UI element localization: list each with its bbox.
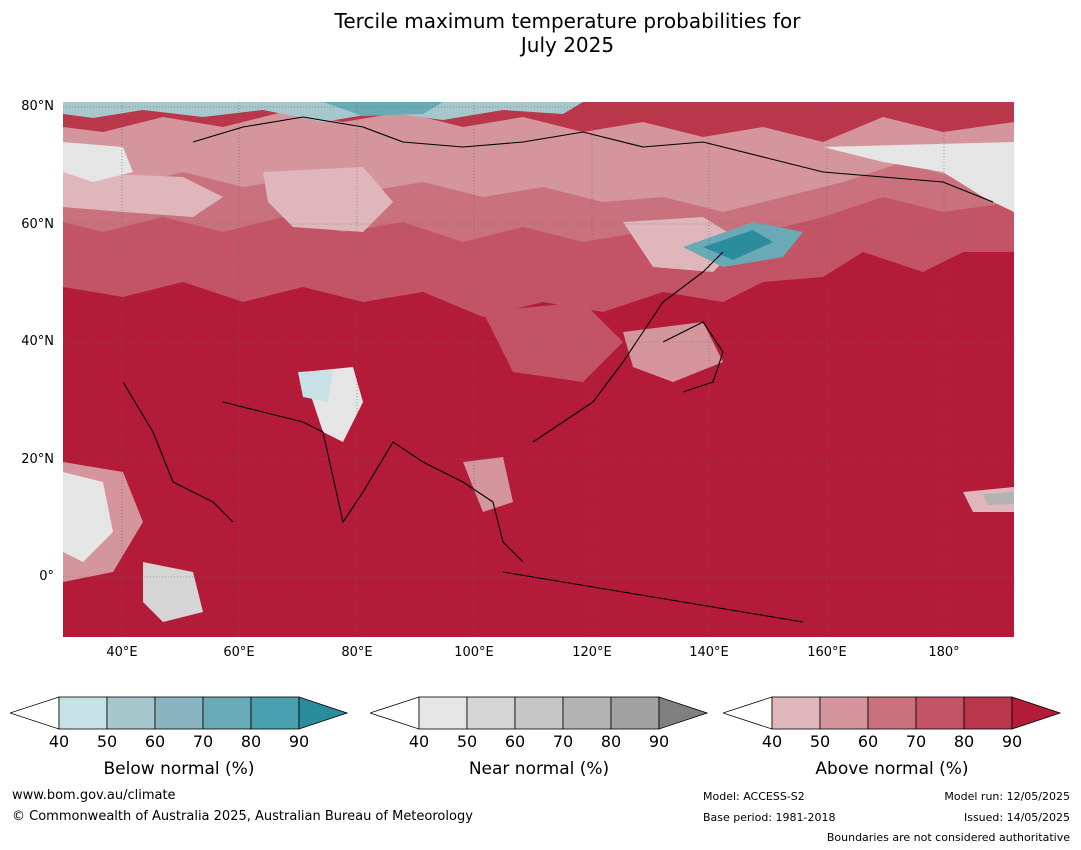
lon-label-60e: 60°E: [223, 645, 255, 660]
colorbar-near-normal: [370, 696, 708, 730]
tick: 50: [809, 732, 831, 751]
region-above-50-europe: [63, 172, 223, 217]
cbar-above-under: [723, 696, 773, 730]
cbar-near-seg-5: [610, 696, 660, 730]
cbar-near-over: [658, 696, 708, 730]
cbar-near-seg-1: [418, 696, 468, 730]
lon-label-140e: 140°E: [689, 645, 729, 660]
lat-label-60n: 60°N: [21, 217, 54, 232]
cbar-near-seg-2: [466, 696, 516, 730]
cbar-below-seg-3: [154, 696, 204, 730]
cbar-above-over: [1011, 696, 1061, 730]
lat-label-80n: 80°N: [21, 99, 54, 114]
tick: 80: [600, 732, 622, 751]
cbar-below-seg-2: [106, 696, 156, 730]
website-link[interactable]: www.bom.gov.au/climate: [12, 788, 176, 803]
colorbar-near-title: Near normal (%): [468, 759, 610, 779]
tick: 60: [857, 732, 879, 751]
cbar-near-seg-4: [562, 696, 612, 730]
region-above-50-west-siberia: [263, 167, 393, 232]
tick: 60: [144, 732, 166, 751]
tick: 80: [953, 732, 975, 751]
lon-label-100e: 100°E: [454, 645, 494, 660]
region-near-normal-pacific: [983, 492, 1014, 505]
lon-label-160e: 160°E: [807, 645, 847, 660]
cbar-below-under: [10, 696, 60, 730]
cbar-above-seg-3: [867, 696, 917, 730]
tick: 70: [192, 732, 214, 751]
lon-label-40e: 40°E: [106, 645, 138, 660]
region-above-60-indochina: [463, 457, 513, 512]
disclaimer-text: Boundaries are not considered authoritat…: [826, 831, 1070, 844]
region-above-60-korea-japan: [623, 322, 723, 382]
copyright-text: © Commonwealth of Australia 2025, Austra…: [12, 809, 473, 824]
lon-label-180: 180°: [928, 645, 960, 660]
coastlines: [122, 116, 994, 623]
cbar-above-seg-5: [963, 696, 1013, 730]
lat-label-0: 0°: [39, 569, 54, 584]
probability-map: [63, 102, 1014, 637]
map-canvas: [63, 102, 1014, 637]
region-below-90-okhotsk: [703, 230, 773, 260]
region-near-normal-indian-ocean: [143, 562, 203, 622]
colorbar-above-title: Above normal (%): [815, 759, 969, 779]
cbar-above-seg-1: [771, 696, 821, 730]
tick: 50: [456, 732, 478, 751]
tick: 90: [648, 732, 670, 751]
tick: 60: [504, 732, 526, 751]
colorbar-above-normal: [723, 696, 1061, 730]
tick: 40: [408, 732, 430, 751]
colorbar-below-normal: [10, 696, 348, 730]
map-title: Tercile maximum temperature probabilitie…: [0, 9, 1081, 57]
base-period-text: Base period: 1981-2018: [703, 811, 836, 824]
model-run-text: Model run: 12/05/2025: [944, 790, 1070, 803]
tick: 90: [288, 732, 310, 751]
cbar-above-seg-2: [819, 696, 869, 730]
title-line-2: July 2025: [520, 33, 615, 57]
cbar-below-seg-5: [250, 696, 300, 730]
cbar-above-seg-4: [915, 696, 965, 730]
graticule: [63, 102, 1014, 637]
region-below-50-india: [298, 370, 333, 402]
model-text: Model: ACCESS-S2: [703, 790, 805, 803]
tick: 40: [48, 732, 70, 751]
region-near-normal-chukotka: [823, 142, 1014, 212]
tick: 50: [96, 732, 118, 751]
lat-label-20n: 20°N: [21, 452, 54, 467]
tick: 90: [1001, 732, 1023, 751]
lat-label-40n: 40°N: [21, 334, 54, 349]
region-below-80-arctic: [323, 102, 443, 116]
tick: 40: [761, 732, 783, 751]
lon-label-80e: 80°E: [341, 645, 373, 660]
tick: 80: [240, 732, 262, 751]
title-line-1: Tercile maximum temperature probabilitie…: [334, 9, 801, 33]
region-above-80-china: [483, 302, 623, 382]
cbar-below-seg-1: [58, 696, 108, 730]
issued-text: Issued: 14/05/2025: [963, 811, 1070, 824]
lon-label-120e: 120°E: [572, 645, 612, 660]
tick: 70: [905, 732, 927, 751]
cbar-below-over: [298, 696, 348, 730]
cbar-near-seg-3: [514, 696, 564, 730]
cbar-below-seg-4: [202, 696, 252, 730]
cbar-near-under: [370, 696, 420, 730]
region-near-normal-africa: [63, 472, 113, 562]
tick: 70: [552, 732, 574, 751]
region-near-normal-scandinavia: [63, 142, 133, 182]
colorbar-below-title: Below normal (%): [103, 759, 255, 779]
